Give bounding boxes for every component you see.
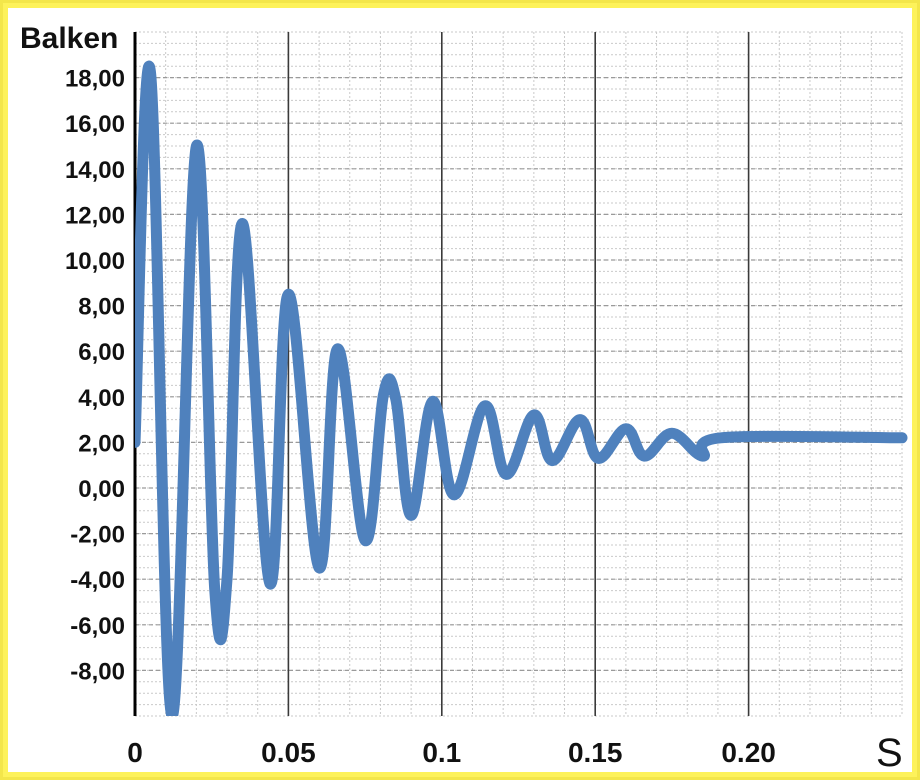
y-tick-label: 14,00 [65, 157, 125, 184]
y-tick-label: 16,00 [65, 111, 125, 138]
x-tick-label: 0.15 [568, 737, 623, 768]
chart-panel: 18,00 16,00 14,00 12,00 10,00 8,00 6,00 4,00 2,0… [8, 8, 912, 772]
y-tick-label: 12,00 [65, 202, 125, 229]
x-tick-label: 0.20 [721, 737, 776, 768]
y-tick-label: -6,00 [70, 613, 125, 640]
y-tick-label: 2,00 [78, 430, 125, 457]
y-tick-label: -2,00 [70, 522, 125, 549]
y-tick-label: -4,00 [70, 567, 125, 594]
x-tick-label: 0.1 [422, 737, 461, 768]
y-tick-label: -8,00 [70, 658, 125, 685]
x-tick-label: 0 [127, 737, 143, 768]
y-tick-label: 8,00 [78, 294, 125, 321]
y-axis-title: Balken [20, 22, 118, 55]
series-line-0 [135, 61, 908, 716]
series-layer [135, 61, 908, 716]
x-axis-title: S [876, 731, 903, 772]
y-tick-label: 6,00 [78, 339, 125, 366]
y-tick-label: 18,00 [65, 66, 125, 93]
y-tick-label: 10,00 [65, 248, 125, 275]
line-chart: 18,00 16,00 14,00 12,00 10,00 8,00 6,00 4,00 2,0… [20, 22, 908, 772]
x-tick-label: 0.05 [261, 737, 316, 768]
x-tick-labels: 0 0.05 0.1 0.15 0.20 [127, 737, 776, 768]
y-tick-labels: 18,00 16,00 14,00 12,00 10,00 8,00 6,00 4,00 2,0… [65, 66, 125, 686]
y-tick-label: 4,00 [78, 385, 125, 412]
y-tick-label: 0,00 [78, 476, 125, 503]
